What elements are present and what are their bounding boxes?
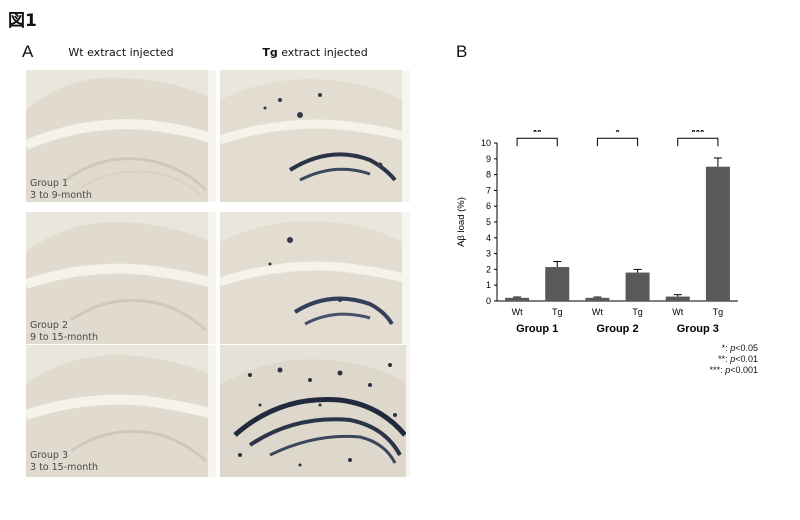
micrograph-group1-wt: Group 1 3 to 9-month [26,70,216,202]
x-tick-label-1: Tg [552,307,563,317]
x-tick-label-0: Wt [512,307,523,317]
bar-3 [625,272,650,301]
legend-symbol-3: *** [709,365,721,375]
y-tick-label-3: 3 [486,249,491,259]
bar-chart: 0 1 2 3 4 5 6 7 8 9 10 Aβ load (%) Wt Tg Wt Tg Wt Tg Group… [450,130,750,390]
micrograph-group3-wt: Group 3 3 to 15-month [26,345,216,477]
y-tick-label-1: 1 [486,280,491,290]
row-label-group3-name: Group 3 [30,450,68,461]
column-heading-tg-suffix: extract injected [277,46,368,59]
y-tick-label-5: 5 [486,217,491,227]
column-heading-tg: Tg extract injected [220,46,410,59]
legend-threshold-2: <0.01 [735,354,758,364]
bar-1 [545,267,570,301]
y-tick-label-9: 9 [486,154,491,164]
legend-threshold-3: <0.001 [730,365,758,375]
bar-chart-svg: 0 1 2 3 4 5 6 7 8 9 10 Aβ load (%) Wt Tg Wt Tg Wt Tg Group… [456,130,738,335]
y-tick-label-7: 7 [486,185,491,195]
y-tick-label-10: 10 [481,138,491,148]
y-tick-label-8: 8 [486,170,491,180]
micrograph-group3-tg [220,345,410,477]
group-label-2: Group 2 [596,323,638,335]
column-heading-tg-prefix: Tg [262,46,278,59]
column-heading-wt: Wt extract injected [26,46,216,59]
bar-4 [665,296,690,301]
y-tick-label-6: 6 [486,201,491,211]
panel-b-letter: B [456,42,468,61]
y-tick-label-0: 0 [486,296,491,306]
legend-separator-3: : [720,365,726,375]
legend-symbol-2: ** [718,354,726,364]
micrograph-group1-tg [220,70,410,202]
x-tick-label-3: Tg [632,307,643,317]
figure-title: 図1 [8,11,37,31]
legend-p-1: p [730,343,736,353]
group-label-1: Group 1 [516,323,558,335]
significance-label-0: ** [533,130,542,138]
row-label-group1-name: Group 1 [30,178,68,189]
y-axis-label: Aβ load (%) [456,197,467,247]
row-label-group3-age: 3 to 15-month [30,462,98,473]
legend-line-2: **: p<0.01 [648,354,758,365]
significance-legend: *: p<0.05 **: p<0.01 ***: p<0.001 [648,343,758,376]
significance-label-2: *** [691,130,705,138]
column-heading-wt-prefix: Wt [68,46,84,59]
legend-line-1: *: p<0.05 [648,343,758,354]
y-tick-label-4: 4 [486,233,491,243]
legend-separator-1: : [725,343,731,353]
column-heading-wt-suffix: extract injected [83,46,174,59]
bar-5 [705,166,730,301]
row-label-group2: Group 2 9 to 15-month [30,320,98,344]
significance-bracket-1 [596,137,639,147]
group-label-3: Group 3 [677,323,719,335]
row-label-group3: Group 3 3 to 15-month [30,450,98,474]
significance-label-1: * [615,130,620,138]
row-label-group2-age: 9 to 15-month [30,332,98,343]
significance-bracket-2 [677,137,719,147]
micrograph-group2-tg [220,212,410,344]
legend-p-2: p [730,354,736,364]
legend-line-3: ***: p<0.001 [648,365,758,376]
bar-2 [585,297,610,301]
legend-symbol-1: * [721,343,726,353]
significance-bracket-0 [516,137,558,147]
bar-0 [505,297,530,301]
row-label-group1: Group 1 3 to 9-month [30,178,92,202]
legend-threshold-1: <0.05 [735,343,758,353]
row-label-group1-age: 3 to 9-month [30,190,92,201]
x-tick-label-4: Wt [672,307,683,317]
x-tick-label-5: Tg [713,307,724,317]
micrograph-group2-wt: Group 2 9 to 15-month [26,212,216,344]
panel-a-letter: A [22,42,34,61]
legend-separator-2: : [725,354,731,364]
row-label-group2-name: Group 2 [30,320,68,331]
x-tick-label-2: Wt [592,307,603,317]
y-tick-label-2: 2 [486,264,491,274]
legend-p-3: p [725,365,731,375]
